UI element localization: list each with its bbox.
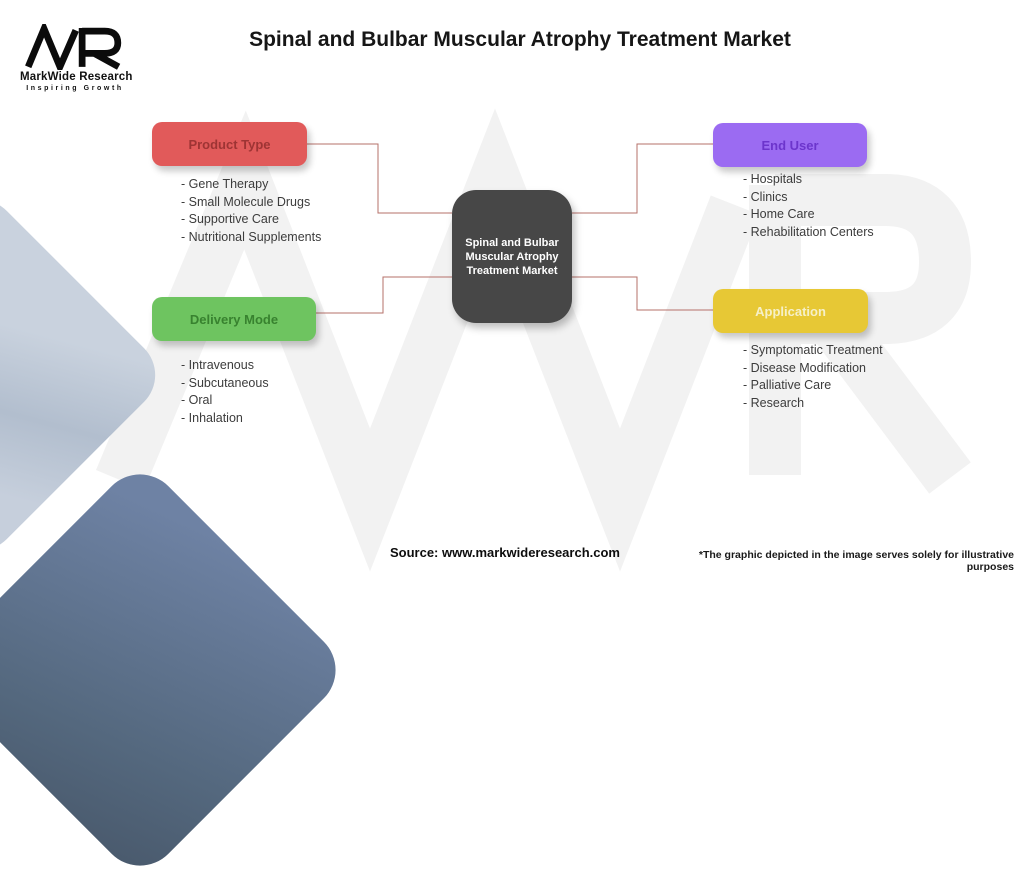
category-label-product-type: Product Type xyxy=(188,136,271,152)
list-item: Rehabilitation Centers xyxy=(743,224,874,242)
connector-application xyxy=(572,276,713,311)
category-items-end-user: Hospitals Clinics Home Care Rehabilitati… xyxy=(743,171,874,241)
list-item: Gene Therapy xyxy=(181,176,321,194)
connector-delivery-mode xyxy=(316,276,452,314)
center-node-label: Spinal and Bulbar Muscular Atrophy Treat… xyxy=(465,236,559,277)
list-item: Nutritional Supplements xyxy=(181,229,322,247)
list-item: Intravenous xyxy=(181,357,269,375)
category-label-application: Application xyxy=(755,303,826,319)
category-box-product-type: Product Type xyxy=(152,122,307,166)
list-item: Palliative Care xyxy=(743,377,883,395)
connector-end-user xyxy=(572,143,713,214)
page-title: Spinal and Bulbar Muscular Atrophy Treat… xyxy=(249,28,791,51)
list-item: Clinics xyxy=(743,189,874,207)
list-item: Oral xyxy=(181,392,269,410)
list-item: Inhalation xyxy=(181,410,269,428)
connector-product-type xyxy=(307,143,452,214)
list-item: Hospitals xyxy=(743,171,874,189)
logo-company-name: MarkWide Research xyxy=(20,71,133,83)
category-items-delivery-mode: Intravenous Subcutaneous Oral Inhalation xyxy=(181,357,269,427)
list-item: Subcutaneous xyxy=(181,375,269,393)
list-item: Symptomatic Treatment xyxy=(743,342,883,360)
infographic-canvas: { "page": { "title": "Spinal and Bulbar … xyxy=(0,0,1024,576)
category-label-delivery-mode: Delivery Mode xyxy=(189,311,279,327)
decorative-diamond-dark xyxy=(0,457,353,882)
source-note: Source: www.markwideresearch.com xyxy=(389,545,620,560)
disclaimer-note: *The graphic depicted in the image serve… xyxy=(698,549,1014,573)
logo-tagline: Inspiring Growth xyxy=(26,85,124,92)
markwide-logo: MarkWide Research Inspiring Growth xyxy=(20,24,133,92)
list-item: Home Care xyxy=(743,206,874,224)
category-items-product-type: Gene Therapy Small Molecule Drugs Suppor… xyxy=(181,176,322,247)
decorative-diamond-light xyxy=(0,184,171,566)
category-box-end-user: End User xyxy=(713,123,867,167)
category-box-delivery-mode: Delivery Mode xyxy=(152,297,316,341)
list-item: Disease Modification xyxy=(743,360,883,378)
category-label-end-user: End User xyxy=(761,137,819,153)
list-item: Small Molecule Drugs xyxy=(181,194,321,212)
center-node: Spinal and Bulbar Muscular Atrophy Treat… xyxy=(452,190,572,323)
list-item: Supportive Care xyxy=(181,211,321,229)
list-item: Research xyxy=(743,395,883,413)
category-box-application: Application xyxy=(713,289,868,333)
category-items-application: Symptomatic Treatment Disease Modificati… xyxy=(743,342,883,412)
mwr-logo-icon xyxy=(25,24,122,70)
